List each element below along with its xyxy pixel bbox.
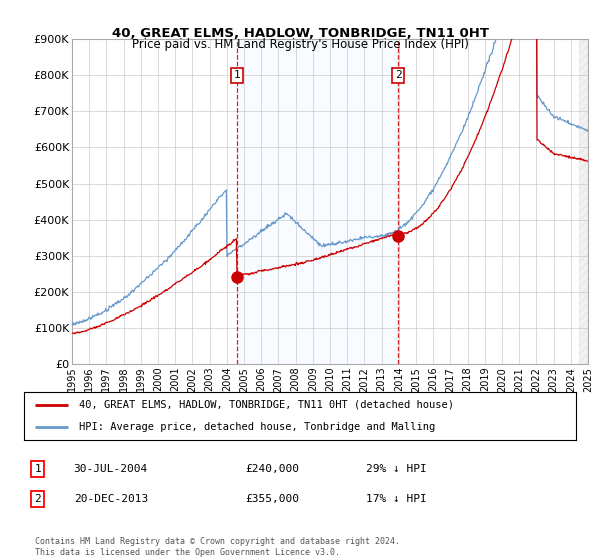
Bar: [237, 39, 398, 364]
Text: 1: 1: [233, 71, 240, 80]
Text: 30-JUL-2004: 30-JUL-2004: [74, 464, 148, 474]
Text: Contains HM Land Registry data © Crown copyright and database right 2024.
This d: Contains HM Land Registry data © Crown c…: [35, 538, 400, 557]
Text: 2: 2: [395, 71, 401, 80]
Text: £240,000: £240,000: [245, 464, 299, 474]
Text: 29% ↓ HPI: 29% ↓ HPI: [366, 464, 427, 474]
Text: 17% ↓ HPI: 17% ↓ HPI: [366, 494, 427, 504]
Text: 20-DEC-2013: 20-DEC-2013: [74, 494, 148, 504]
Text: 1: 1: [34, 464, 41, 474]
Text: 40, GREAT ELMS, HADLOW, TONBRIDGE, TN11 0HT: 40, GREAT ELMS, HADLOW, TONBRIDGE, TN11 …: [112, 27, 488, 40]
Text: 2: 2: [34, 494, 41, 504]
Text: 40, GREAT ELMS, HADLOW, TONBRIDGE, TN11 0HT (detached house): 40, GREAT ELMS, HADLOW, TONBRIDGE, TN11 …: [79, 400, 454, 410]
Text: HPI: Average price, detached house, Tonbridge and Malling: HPI: Average price, detached house, Tonb…: [79, 422, 436, 432]
Bar: [580, 39, 588, 364]
Text: Price paid vs. HM Land Registry's House Price Index (HPI): Price paid vs. HM Land Registry's House …: [131, 38, 469, 51]
Text: £355,000: £355,000: [245, 494, 299, 504]
